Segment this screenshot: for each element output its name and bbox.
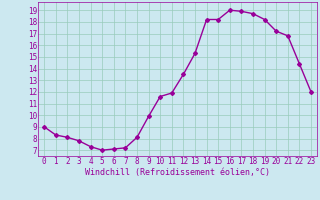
X-axis label: Windchill (Refroidissement éolien,°C): Windchill (Refroidissement éolien,°C) xyxy=(85,168,270,177)
